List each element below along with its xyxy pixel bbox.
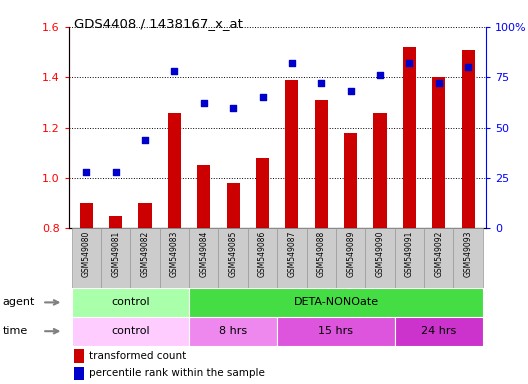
Bar xyxy=(159,228,189,288)
Bar xyxy=(168,113,181,228)
Text: GSM549092: GSM549092 xyxy=(434,230,444,276)
Bar xyxy=(432,77,446,228)
Text: GSM549088: GSM549088 xyxy=(317,230,326,276)
Bar xyxy=(461,50,475,228)
Bar xyxy=(72,228,101,288)
Bar xyxy=(454,228,483,288)
Point xyxy=(141,137,149,143)
Point xyxy=(376,72,384,78)
Bar xyxy=(189,317,277,346)
Point xyxy=(111,169,120,175)
Text: GSM549090: GSM549090 xyxy=(375,230,384,277)
Bar xyxy=(315,100,328,228)
Text: GDS4408 / 1438167_x_at: GDS4408 / 1438167_x_at xyxy=(74,17,243,30)
Point xyxy=(405,60,413,66)
Point xyxy=(82,169,90,175)
Bar xyxy=(138,203,152,228)
Text: GSM549089: GSM549089 xyxy=(346,230,355,276)
Point xyxy=(170,68,178,74)
Point xyxy=(317,80,325,86)
Point xyxy=(435,80,443,86)
Text: DETA-NONOate: DETA-NONOate xyxy=(294,297,379,308)
Bar xyxy=(189,288,483,317)
Text: 15 hrs: 15 hrs xyxy=(318,326,353,336)
Text: 8 hrs: 8 hrs xyxy=(219,326,247,336)
Point xyxy=(258,94,267,101)
Text: agent: agent xyxy=(3,297,35,308)
Bar xyxy=(277,228,307,288)
Bar xyxy=(395,317,483,346)
Point xyxy=(464,64,473,70)
Bar xyxy=(277,317,395,346)
Text: time: time xyxy=(3,326,28,336)
Bar xyxy=(344,133,357,228)
Bar xyxy=(73,349,83,363)
Bar xyxy=(307,228,336,288)
Bar xyxy=(109,216,122,228)
Text: GSM549081: GSM549081 xyxy=(111,230,120,276)
Bar xyxy=(403,47,416,228)
Point xyxy=(288,60,296,66)
Point xyxy=(229,104,238,111)
Text: GSM549084: GSM549084 xyxy=(199,230,208,276)
Text: GSM549091: GSM549091 xyxy=(405,230,414,276)
Text: transformed count: transformed count xyxy=(89,351,186,361)
Text: percentile rank within the sample: percentile rank within the sample xyxy=(89,368,265,378)
Bar xyxy=(373,113,386,228)
Text: control: control xyxy=(111,297,149,308)
Point xyxy=(346,88,355,94)
Text: GSM549082: GSM549082 xyxy=(140,230,149,276)
Bar xyxy=(72,317,189,346)
Bar xyxy=(219,228,248,288)
Text: GSM549087: GSM549087 xyxy=(287,230,296,276)
Bar xyxy=(80,203,93,228)
Bar xyxy=(197,166,210,228)
Bar xyxy=(72,288,189,317)
Text: 24 hrs: 24 hrs xyxy=(421,326,456,336)
Bar xyxy=(285,80,298,228)
Text: GSM549085: GSM549085 xyxy=(229,230,238,276)
Bar xyxy=(227,183,240,228)
Bar xyxy=(248,228,277,288)
Point xyxy=(200,101,208,107)
Text: control: control xyxy=(111,326,149,336)
Text: GSM549086: GSM549086 xyxy=(258,230,267,276)
Bar xyxy=(336,228,365,288)
Bar xyxy=(365,228,395,288)
Bar xyxy=(256,158,269,228)
Bar xyxy=(73,367,83,380)
Bar xyxy=(424,228,454,288)
Text: GSM549083: GSM549083 xyxy=(170,230,179,276)
Bar xyxy=(130,228,159,288)
Bar xyxy=(395,228,424,288)
Text: GSM549080: GSM549080 xyxy=(82,230,91,276)
Text: GSM549093: GSM549093 xyxy=(464,230,473,277)
Bar xyxy=(189,228,219,288)
Bar xyxy=(101,228,130,288)
